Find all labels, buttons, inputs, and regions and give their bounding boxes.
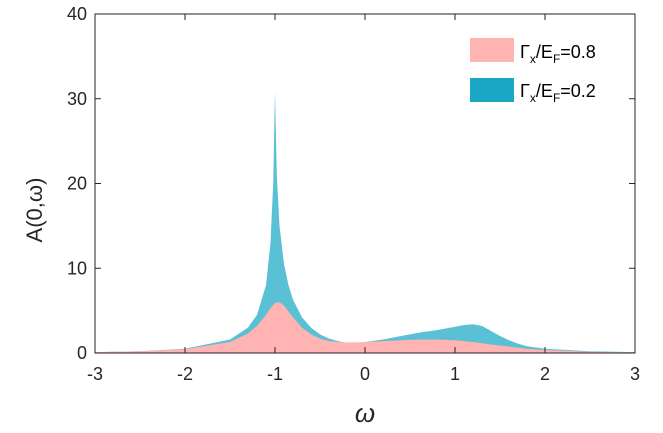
x-axis-label: ω xyxy=(355,398,375,428)
legend-entry-sub: x xyxy=(530,91,536,105)
area-series-1 xyxy=(95,91,635,354)
legend-entry-main: Γ xyxy=(520,42,530,62)
legend-entry-sub: F xyxy=(553,52,560,66)
legend-swatch-series-1 xyxy=(470,78,514,102)
legend-entry-tail: =0.8 xyxy=(560,42,596,62)
legend-entry-main: Γ xyxy=(520,81,530,101)
legend-swatch-series-0 xyxy=(470,38,514,62)
y-axis-label: A(0,ω) xyxy=(22,178,47,243)
x-tick-label: 1 xyxy=(450,364,460,384)
legend-entry-sub: F xyxy=(553,91,560,105)
x-tick-label: -1 xyxy=(267,364,283,384)
x-tick-label: 2 xyxy=(540,364,550,384)
y-tick-label: 30 xyxy=(67,89,87,109)
legend-entry-mid: /E xyxy=(536,81,553,101)
legend-entry-series-1: Γx/EF=0.2 xyxy=(520,81,596,105)
x-tick-label: -2 xyxy=(177,364,193,384)
y-tick-label: 0 xyxy=(77,343,87,363)
area-series-0 xyxy=(95,302,635,353)
legend-entry-sub: x xyxy=(530,52,536,66)
y-tick-label: 20 xyxy=(67,174,87,194)
x-tick-label: 0 xyxy=(360,364,370,384)
legend-entry-mid: /E xyxy=(536,42,553,62)
x-axis-ticks: -3 -2 -1 0 1 2 3 xyxy=(87,14,640,384)
x-tick-label: 3 xyxy=(630,364,640,384)
legend-entry-series-0: Γx/EF=0.8 xyxy=(520,42,596,66)
legend: Γx/EF=0.8 Γx/EF=0.2 xyxy=(470,38,596,105)
legend-entry-tail: =0.2 xyxy=(560,81,596,101)
x-tick-label: -3 xyxy=(87,364,103,384)
y-tick-label: 10 xyxy=(67,258,87,278)
y-tick-label: 40 xyxy=(67,4,87,24)
plot-areas xyxy=(95,91,635,354)
y-axis-ticks: 0 10 20 30 40 xyxy=(67,4,635,363)
